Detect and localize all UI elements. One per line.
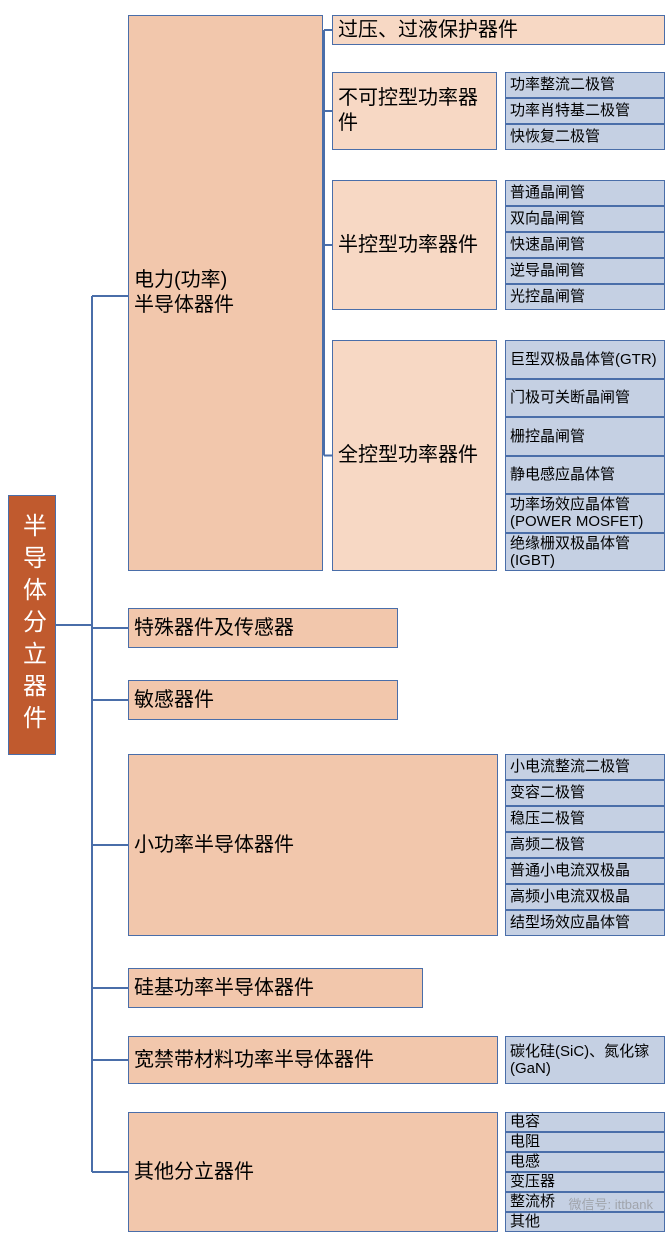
leaf-lowpower-5: 高频小电流双极晶	[505, 884, 665, 910]
leaf-lowpower-1: 变容二极管	[505, 780, 665, 806]
leaf-uncontrolled-0: 功率整流二极管	[505, 72, 665, 98]
leaf-half-3: 逆导晶闸管	[505, 258, 665, 284]
leaf-full-4: 功率场效应晶体管(POWER MOSFET)	[505, 494, 665, 533]
leaf-full-5: 绝缘栅双极晶体管(IGBT)	[505, 533, 665, 572]
watermark: 微信号: ittbank	[568, 1194, 653, 1213]
root-node: 半导体分立器件	[8, 495, 56, 755]
tree-diagram: 半导体分立器件 电力(功率) 半导体器件过压、过液保护器件不可控型功率器件功率整流…	[0, 0, 671, 1235]
leaf-wbg-0: 碳化硅(SiC)、氮化镓(GaN)	[505, 1036, 665, 1084]
leaf-other-5: 其他	[505, 1212, 665, 1232]
leaf-half-1: 双向晶闸管	[505, 206, 665, 232]
leaf-other-1: 电阻	[505, 1132, 665, 1152]
l2-other: 其他分立器件	[128, 1112, 498, 1232]
l2-sense: 敏感器件	[128, 680, 398, 720]
l2-power: 电力(功率) 半导体器件	[128, 15, 323, 571]
l3-half: 半控型功率器件	[332, 180, 497, 310]
leaf-lowpower-0: 小电流整流二极管	[505, 754, 665, 780]
leaf-other-3: 变压器	[505, 1172, 665, 1192]
l2-wbg: 宽禁带材料功率半导体器件	[128, 1036, 498, 1084]
leaf-half-2: 快速晶闸管	[505, 232, 665, 258]
leaf-full-3: 静电感应晶体管	[505, 456, 665, 495]
leaf-full-1: 门极可关断晶闸管	[505, 379, 665, 418]
leaf-uncontrolled-2: 快恢复二极管	[505, 124, 665, 150]
l2-si: 硅基功率半导体器件	[128, 968, 423, 1008]
l3-uncontrolled: 不可控型功率器件	[332, 72, 497, 150]
leaf-full-0: 巨型双极晶体管(GTR)	[505, 340, 665, 379]
leaf-lowpower-6: 结型场效应晶体管	[505, 910, 665, 936]
leaf-half-4: 光控晶闸管	[505, 284, 665, 310]
leaf-lowpower-3: 高频二极管	[505, 832, 665, 858]
l3-ovp: 过压、过液保护器件	[332, 15, 665, 45]
leaf-half-0: 普通晶闸管	[505, 180, 665, 206]
leaf-full-2: 栅控晶闸管	[505, 417, 665, 456]
leaf-lowpower-4: 普通小电流双极晶	[505, 858, 665, 884]
l2-special: 特殊器件及传感器	[128, 608, 398, 648]
leaf-other-2: 电感	[505, 1152, 665, 1172]
l3-full: 全控型功率器件	[332, 340, 497, 571]
leaf-uncontrolled-1: 功率肖特基二极管	[505, 98, 665, 124]
leaf-lowpower-2: 稳压二极管	[505, 806, 665, 832]
leaf-other-0: 电容	[505, 1112, 665, 1132]
l2-lowpower: 小功率半导体器件	[128, 754, 498, 936]
